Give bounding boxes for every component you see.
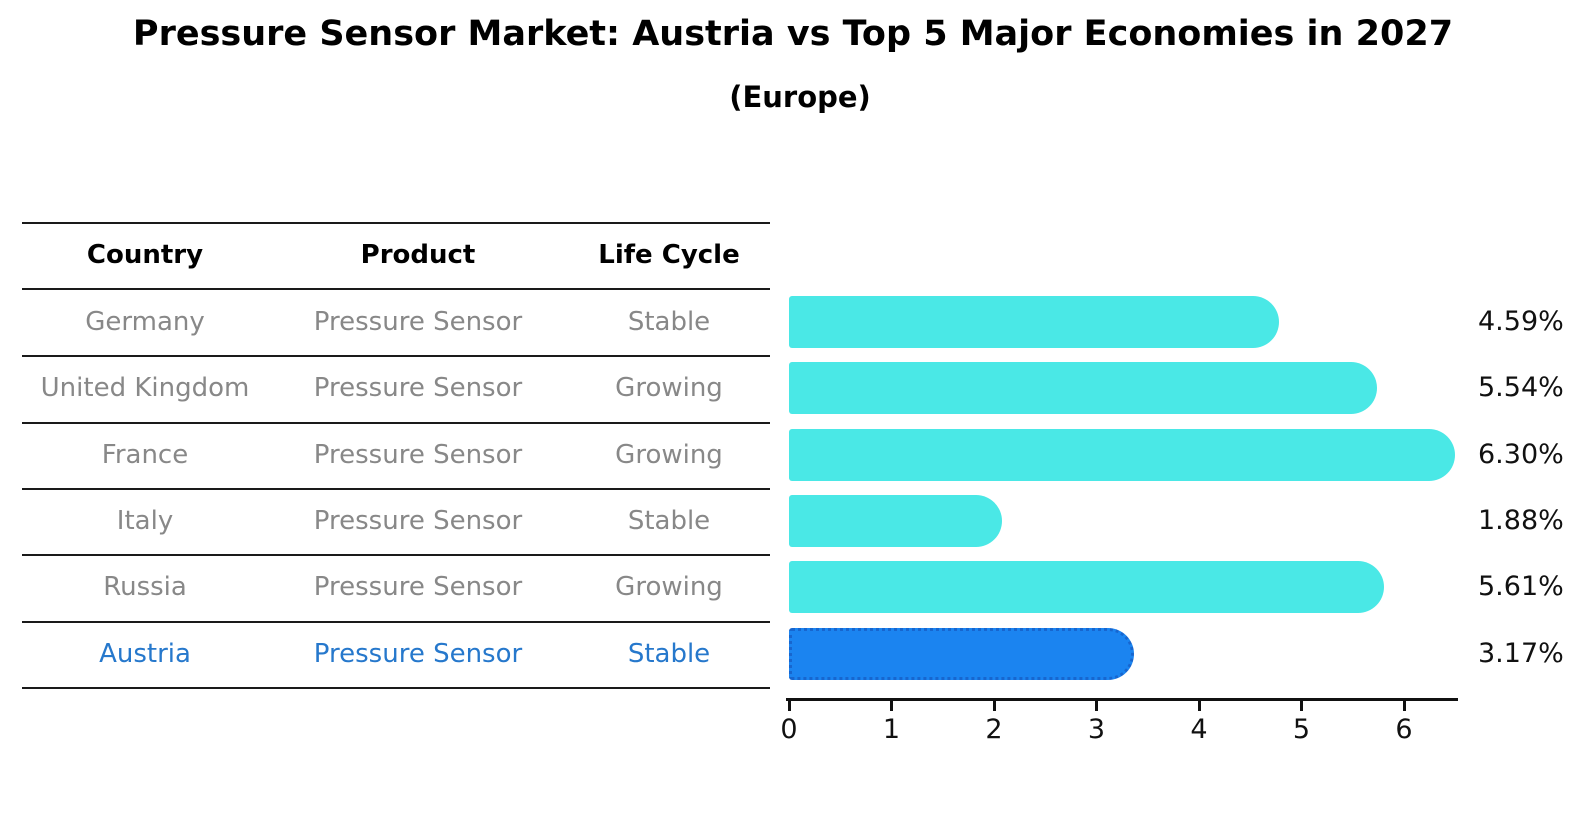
table-cell-product: Pressure Sensor [313, 307, 523, 337]
table-cell-life_cycle: Stable [627, 307, 711, 337]
table-cell-life_cycle: Stable [627, 505, 711, 536]
table-header-country: Country [86, 240, 204, 270]
bar-value-label: 3.17% [1478, 637, 1564, 669]
table-rule-header [22, 288, 770, 290]
table-rule [22, 488, 770, 490]
table-cell-country: United Kingdom [40, 373, 250, 404]
x-tick-mark [1197, 700, 1201, 711]
x-tick-mark [992, 700, 996, 711]
table-rule [22, 621, 770, 623]
x-tick-label: 1 [882, 714, 901, 745]
x-tick-label: 5 [1292, 714, 1311, 745]
table-cell-life_cycle: Growing [615, 373, 723, 404]
x-tick-label: 6 [1395, 714, 1413, 745]
x-tick-mark [1402, 700, 1406, 711]
table-cell-product: Pressure Sensor [313, 572, 523, 603]
table-cell-life_cycle: Growing [615, 572, 723, 603]
table-cell-country: Germany [85, 307, 205, 337]
x-axis-spine [786, 698, 1458, 701]
bar-value-label: 6.30% [1478, 438, 1564, 470]
table-rule [22, 554, 770, 556]
chart-title: Pressure Sensor Market: Austria vs Top 5… [132, 14, 1454, 54]
table-cell-life_cycle: Growing [615, 439, 723, 470]
table-row: Italy Pressure Sensor Stable [22, 488, 770, 554]
table-row: France Pressure Sensor Growing [22, 422, 770, 488]
table-header-row: Country Product Life Cycle [22, 222, 770, 288]
table-row: Germany Pressure Sensor Stable [22, 289, 770, 355]
bar-value-label: 5.61% [1478, 571, 1564, 603]
bar-value-label: 4.59% [1478, 306, 1564, 337]
bar-italy [789, 494, 1002, 547]
x-tick-mark [1300, 700, 1303, 711]
table-header-product: Product [360, 240, 476, 270]
table-header-lifecycle: Life Cycle [598, 240, 740, 270]
table-cell-product: Pressure Sensor [313, 439, 523, 470]
bar-value-label: 5.54% [1478, 372, 1564, 404]
bar-russia [789, 561, 1384, 614]
table-rule [22, 355, 770, 357]
bar-france [789, 428, 1455, 481]
table-cell-product: Pressure Sensor [313, 505, 523, 536]
x-tick-label: 3 [1087, 714, 1106, 745]
table-cell-country: France [101, 439, 189, 470]
table-rule-top [22, 222, 770, 224]
x-tick-mark [1095, 700, 1098, 711]
table-cell-product: Pressure Sensor [313, 373, 523, 404]
table-cell-country: Russia [103, 572, 187, 603]
table-cell-country: Austria [99, 638, 191, 669]
x-tick-label: 0 [780, 714, 798, 745]
table-cell-product: Pressure Sensor [313, 638, 523, 669]
table-rule [22, 422, 770, 424]
bar-germany [789, 296, 1279, 348]
x-tick-label: 2 [985, 714, 1003, 745]
x-tick-label: 4 [1190, 714, 1208, 745]
x-tick-mark [890, 700, 893, 711]
bar-value-label: 1.88% [1478, 504, 1564, 536]
bar-highlight-austria [789, 627, 1134, 680]
table-cell-life_cycle: Stable [627, 638, 711, 669]
table-row: United Kingdom Pressure Sensor Growing [22, 355, 770, 421]
x-tick-mark [787, 700, 791, 711]
table-row: Austria Pressure Sensor Stable [22, 621, 770, 687]
table-cell-country: Italy [116, 505, 174, 536]
bar-united-kingdom [789, 362, 1377, 415]
table-row: Russia Pressure Sensor Growing [22, 554, 770, 620]
table-rule [22, 687, 770, 689]
chart-subtitle: (Europe) [729, 80, 871, 114]
